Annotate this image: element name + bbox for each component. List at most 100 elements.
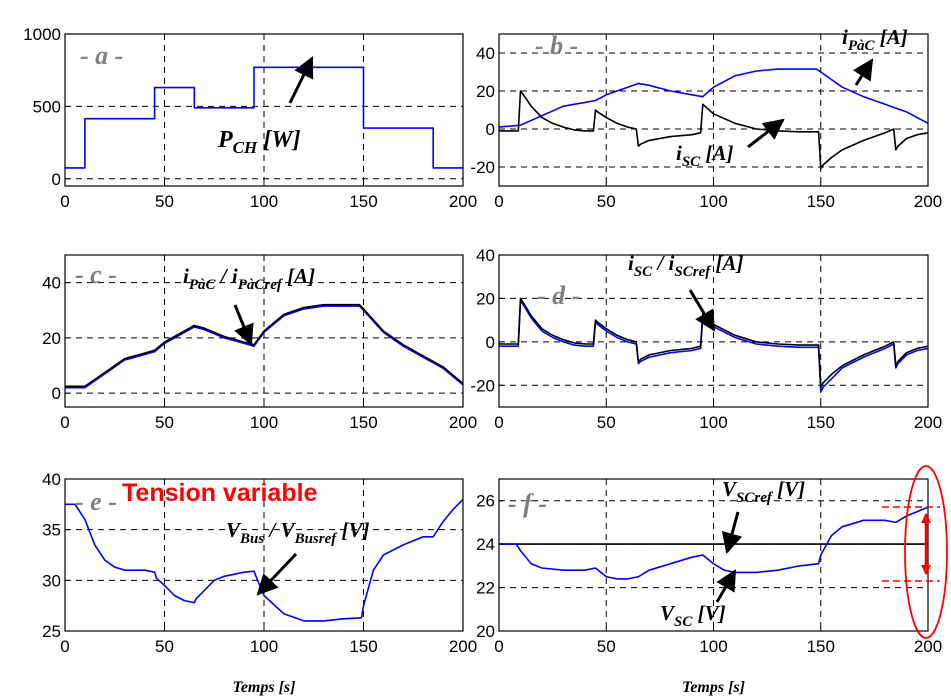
- y-tick-label: -20: [470, 376, 495, 395]
- ann-main2: i: [232, 264, 238, 288]
- ann-mid: /: [264, 518, 280, 542]
- ann-mid: /: [652, 251, 668, 275]
- voltage-range-indicator: [882, 465, 948, 639]
- ann-main: i: [628, 251, 634, 275]
- x-tick-label: 200: [449, 637, 477, 656]
- x-tick-label: 100: [250, 192, 278, 211]
- y-tick-label: -20: [470, 158, 495, 177]
- x-tick-label: 50: [155, 637, 174, 656]
- ann-main2: V: [281, 518, 297, 542]
- panel-label-e: - e -: [75, 487, 117, 516]
- ann-sub: Bus: [239, 531, 264, 547]
- x-axis-label-e: Temps [s]: [233, 679, 296, 696]
- ann-rest: [V]: [772, 477, 805, 501]
- annotation-arrow-a-0: [288, 56, 314, 104]
- x-tick-label: 0: [494, 192, 503, 211]
- x-tick-label: 50: [155, 192, 174, 211]
- y-tick-label: 40: [42, 470, 61, 489]
- y-tick-label: 20: [476, 82, 495, 101]
- x-tick-label: 150: [807, 637, 835, 656]
- x-tick-label: 200: [914, 637, 942, 656]
- x-tick-label: 200: [914, 192, 942, 211]
- y-tick-label: 20: [476, 622, 495, 641]
- ann-sub: PàC: [848, 38, 876, 54]
- x-tick-label: 150: [807, 413, 835, 432]
- ann-rest: [W]: [257, 127, 300, 153]
- annotation-label-d-0: iSC / iSCref [A]: [628, 251, 743, 280]
- series-line-b-0: [499, 68, 928, 128]
- panel-label-a: - a -: [80, 41, 123, 70]
- ann-sub2: SCref: [674, 264, 712, 280]
- ann-main: i: [183, 264, 189, 288]
- y-tick-label: 24: [476, 535, 495, 554]
- series-group-a: [65, 66, 463, 169]
- y-tick-label: 30: [42, 571, 61, 590]
- annotation-label-f-0: VSCref [V]: [722, 477, 805, 506]
- series-group-e: [65, 498, 463, 622]
- y-tick-label: 20: [476, 289, 495, 308]
- y-tick-label: 0: [52, 170, 61, 189]
- series-line-a-0: [65, 66, 463, 169]
- x-tick-label: 100: [699, 192, 727, 211]
- y-tick-label: 35: [42, 521, 61, 540]
- series-group-f: [499, 506, 928, 580]
- x-tick-label: 150: [349, 637, 377, 656]
- ann-main: V: [660, 601, 676, 625]
- ann-rest: [A]: [700, 141, 733, 165]
- y-tick-label: 40: [42, 274, 61, 293]
- x-tick-label: 100: [250, 637, 278, 656]
- x-tick-label: 0: [60, 413, 69, 432]
- annotation-arrow-e-0: [256, 552, 298, 596]
- annotation-label-f-1: VSC [V]: [660, 601, 726, 630]
- annotation-arrow-c-0: [233, 304, 254, 346]
- ann-rest: [A]: [710, 251, 743, 275]
- y-tick-label: 22: [476, 579, 495, 598]
- range-highlight-ellipse: [904, 465, 948, 639]
- panel-label-d: - d -: [537, 281, 580, 310]
- x-tick-label: 50: [597, 637, 616, 656]
- y-tick-label: 1000: [23, 25, 61, 44]
- x-tick-label: 150: [349, 413, 377, 432]
- ann-rest: [A]: [875, 25, 908, 49]
- annotation-arrow-f-0: [721, 511, 743, 555]
- x-tick-label: 0: [494, 413, 503, 432]
- y-tick-label: 25: [42, 622, 61, 641]
- y-tick-label: 26: [476, 492, 495, 511]
- y-tick-label: 0: [52, 384, 61, 403]
- y-tick-label: 40: [476, 44, 495, 63]
- y-tick-label: 20: [42, 329, 61, 348]
- panel-label-f: - f -: [508, 489, 547, 518]
- ann-sub: SC: [682, 154, 701, 170]
- x-tick-label: 50: [597, 413, 616, 432]
- ann-main: i: [842, 25, 848, 49]
- series-line-c-0: [65, 305, 463, 389]
- x-tick-label: 100: [699, 637, 727, 656]
- y-tick-label: 0: [486, 120, 495, 139]
- series-line-d-1: [499, 297, 928, 389]
- panel-label-c: - c -: [75, 260, 117, 289]
- annotation-label-b-0: iPàC [A]: [842, 25, 908, 54]
- ann-sub: SC: [634, 264, 653, 280]
- series-line-d-0: [499, 299, 928, 393]
- x-tick-label: 0: [494, 637, 503, 656]
- y-tick-label: 0: [486, 333, 495, 352]
- series-group-d: [499, 297, 928, 393]
- x-axis-label-f: Temps [s]: [682, 679, 745, 696]
- ann-rest: [A]: [282, 264, 315, 288]
- ann-sub: SCref: [736, 490, 774, 506]
- series-group-c: [65, 303, 463, 389]
- y-tick-label: 40: [476, 246, 495, 265]
- ann-sub2: Busref: [294, 531, 339, 547]
- y-tick-label: 500: [33, 97, 61, 116]
- series-line-b-1: [499, 90, 928, 170]
- annotation-arrow-b-0: [852, 58, 874, 86]
- annotation-label-b-1: iSC [A]: [676, 141, 733, 170]
- x-tick-label: 50: [597, 192, 616, 211]
- ann-rest: [V]: [692, 601, 725, 625]
- overlay-title-text: Tension variable: [122, 479, 318, 507]
- ann-sub: PàC: [189, 277, 217, 293]
- panel-e: 0 50 100 150 200 25 30 35 40 - e - Temps [s] Tensio…: [42, 470, 477, 696]
